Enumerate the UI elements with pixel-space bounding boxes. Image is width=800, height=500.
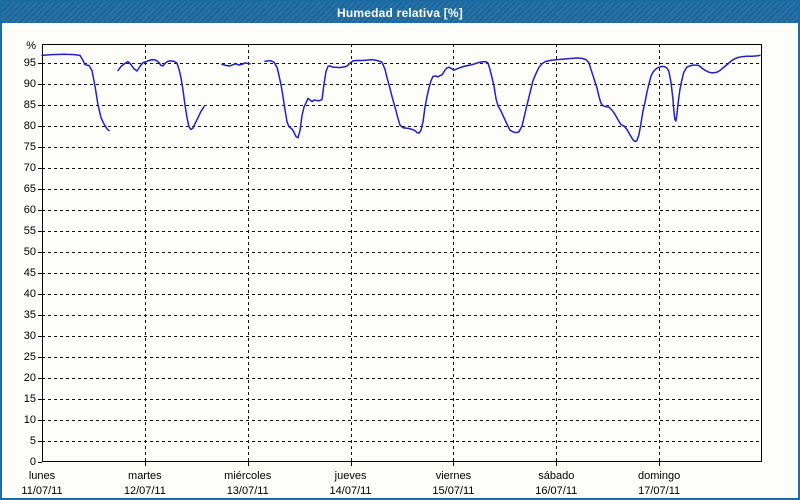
humidity-series-line [117,58,205,131]
x-axis-day-label: miércoles [224,470,272,482]
x-axis-day-label: jueves [334,470,367,482]
x-axis-date-label: 12/07/11 [123,485,166,497]
humidity-series-line [221,62,251,67]
y-axis-tick-label: 65 [23,183,36,195]
humidity-series-line [264,54,761,143]
y-axis-tick-label: 25 [23,351,36,363]
y-axis-tick-label: 75 [23,141,36,153]
y-axis-tick-label: 0 [29,456,36,468]
y-axis-tick-label: 80 [23,120,36,132]
x-axis-date-label: 16/07/11 [535,485,578,497]
y-axis-tick-label: 35 [23,309,36,321]
y-axis-tick-label: 30 [23,330,36,342]
x-axis-day-label: domingo [638,470,681,482]
y-axis-tick-label: 45 [23,267,36,279]
y-axis-tick-label: 5 [29,435,36,447]
x-axis-date-label: 17/07/11 [638,485,681,497]
y-axis-tick-label: 50 [23,246,36,258]
y-axis-tick-label: 15 [23,393,36,405]
x-axis-date-label: 15/07/11 [432,485,475,497]
y-axis-tick-label: 95 [23,57,36,69]
y-axis-tick-label: 60 [23,204,36,216]
window-titlebar: Humedad relativa [%] [2,2,798,23]
plot-frame [42,44,762,462]
y-axis-unit-label: % [26,40,36,53]
y-axis-tick-label: 10 [23,414,36,426]
y-axis-tick-label: 70 [23,162,36,174]
x-axis-date-label: 13/07/11 [226,485,269,497]
y-axis-tick-label: 40 [23,288,36,300]
chart-title: Humedad relativa [%] [336,5,464,20]
x-axis-day-label: martes [128,470,162,482]
y-axis-tick-label: 90 [23,78,36,90]
y-axis-tick-label: 55 [23,225,36,237]
humidity-series-line [41,53,110,132]
x-axis-day-label: lunes [28,470,56,482]
x-axis-day-label: sábado [538,470,575,482]
y-axis-tick-label: 85 [23,99,36,111]
x-axis-day-label: viernes [435,470,472,482]
y-axis-tick-label: 20 [23,372,36,384]
x-axis-date-label: 14/07/11 [329,485,372,497]
x-axis-date-label: 11/07/11 [21,485,63,497]
